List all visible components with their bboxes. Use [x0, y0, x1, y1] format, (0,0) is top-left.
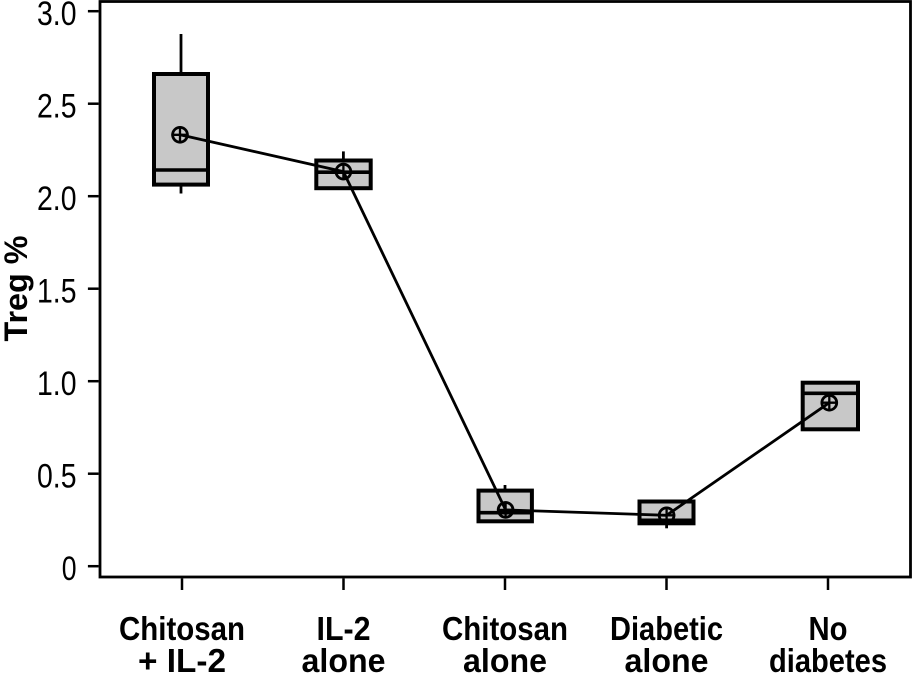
- svg-text:alone: alone: [302, 642, 386, 675]
- svg-text:0: 0: [62, 550, 77, 588]
- svg-text:Chitosan: Chitosan: [119, 610, 245, 647]
- svg-text:3.0: 3.0: [37, 0, 77, 33]
- svg-text:alone: alone: [463, 642, 547, 675]
- svg-text:+ IL-2: + IL-2: [138, 642, 226, 675]
- svg-text:diabetes: diabetes: [769, 642, 887, 675]
- svg-text:No: No: [809, 610, 848, 647]
- svg-text:Chitosan: Chitosan: [442, 610, 568, 647]
- svg-text:Treg %: Treg %: [0, 236, 34, 342]
- svg-text:IL-2: IL-2: [317, 610, 371, 647]
- svg-text:2.0: 2.0: [37, 180, 77, 218]
- svg-text:alone: alone: [625, 642, 709, 675]
- svg-text:0.5: 0.5: [37, 457, 77, 495]
- svg-text:1.0: 1.0: [37, 365, 77, 403]
- svg-text:2.5: 2.5: [37, 87, 77, 125]
- svg-text:Diabetic: Diabetic: [610, 610, 723, 647]
- svg-text:1.5: 1.5: [37, 272, 77, 310]
